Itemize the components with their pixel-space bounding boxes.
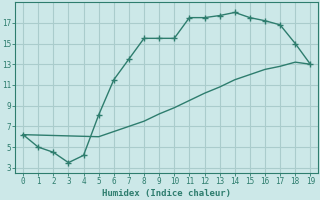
- X-axis label: Humidex (Indice chaleur): Humidex (Indice chaleur): [102, 189, 231, 198]
